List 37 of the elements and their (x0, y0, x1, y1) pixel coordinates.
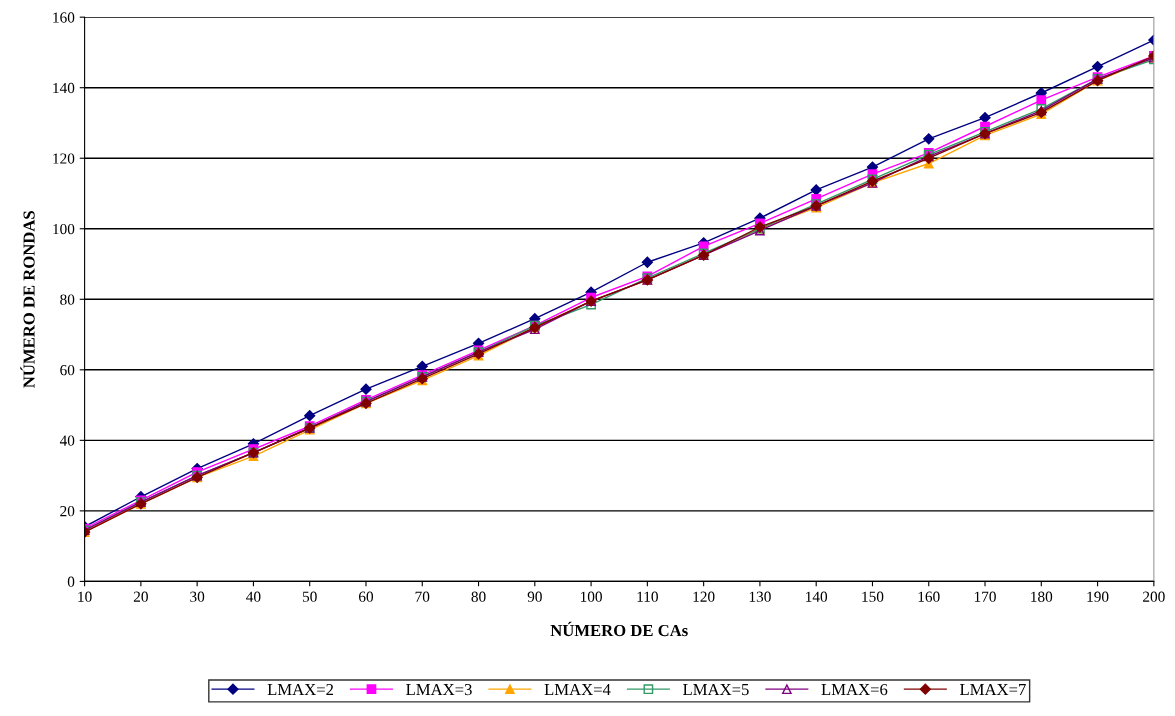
legend-label: LMAX=2 (267, 683, 334, 695)
x-tick-label: 180 (1031, 591, 1053, 602)
x-tick-label: 150 (862, 591, 884, 602)
x-tick-label: 170 (974, 591, 996, 602)
y-tick-label: 0 (67, 576, 75, 587)
y-tick-label: 140 (53, 82, 75, 94)
x-tick-label: 50 (302, 591, 317, 602)
y-tick-label: 20 (60, 506, 75, 517)
x-tick-label: 90 (527, 591, 542, 602)
x-tick-label: 40 (246, 591, 261, 602)
x-tick-label: 140 (806, 591, 828, 602)
legend-label: LMAX=3 (406, 683, 472, 696)
legend-label: LMAX=4 (544, 684, 611, 695)
x-tick-label: 70 (415, 591, 430, 602)
x-tick-label: 130 (749, 591, 771, 602)
x-tick-label: 100 (580, 591, 602, 602)
y-axis-title: NÚMERO DE RONDAS (20, 211, 35, 388)
x-tick-label: 160 (918, 591, 940, 602)
y-tick-label: 60 (60, 364, 75, 376)
x-tick-label: 20 (133, 591, 148, 602)
x-tick-label: 10 (78, 591, 92, 602)
legend-label: LMAX=6 (821, 683, 888, 696)
x-tick-label: 200 (1143, 591, 1165, 602)
x-tick-label: 110 (637, 591, 658, 602)
legend-label: LMAX=7 (959, 684, 1026, 695)
x-tick-label: 60 (359, 591, 374, 602)
y-tick-label: 160 (53, 12, 75, 23)
y-tick-label: 120 (53, 153, 75, 164)
x-tick-label: 190 (1087, 591, 1109, 602)
y-tick-label: 40 (59, 435, 75, 446)
legend-label: LMAX=5 (683, 684, 749, 696)
y-tick-label: 80 (60, 294, 75, 305)
x-tick-label: 120 (693, 591, 715, 602)
x-tick-label: 30 (190, 591, 205, 602)
x-tick-label: 80 (471, 591, 486, 602)
y-tick-label: 100 (53, 223, 75, 235)
x-axis-title: NÚMERO DE CAs (550, 621, 688, 637)
